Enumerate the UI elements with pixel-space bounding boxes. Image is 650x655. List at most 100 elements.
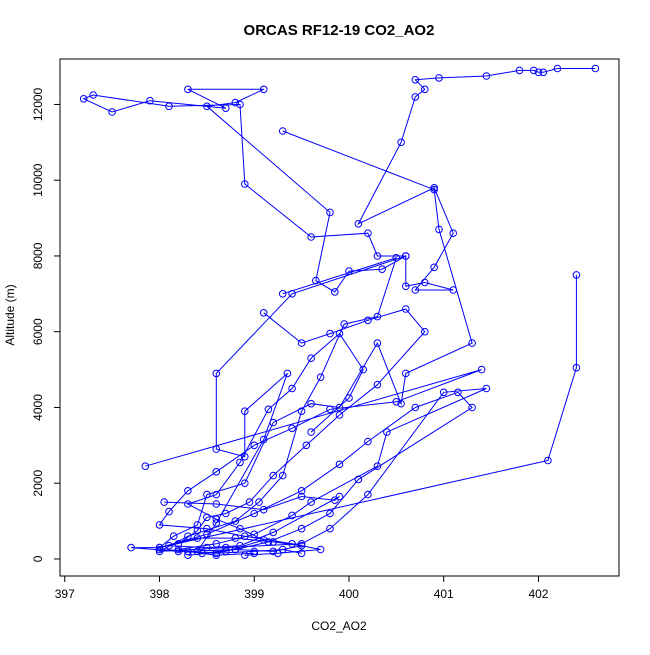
data-point <box>359 365 368 374</box>
data-point <box>468 403 476 412</box>
data-point <box>264 538 273 546</box>
data-point <box>269 418 278 427</box>
data-point <box>364 229 372 237</box>
data-point <box>297 549 306 558</box>
data-point <box>378 265 386 274</box>
data-point <box>383 428 391 436</box>
data-point <box>477 365 486 374</box>
x-axis: 397 398 399 400 401 402 <box>55 575 549 601</box>
data-point <box>193 547 202 556</box>
x-tick-label: 401 <box>434 587 454 601</box>
data-point <box>155 547 164 556</box>
x-tick-label: 397 <box>55 587 75 601</box>
data-point <box>288 384 296 393</box>
data-point <box>288 540 296 548</box>
data-point <box>169 532 178 541</box>
series-line <box>159 257 487 552</box>
data-point <box>184 85 192 94</box>
plot-points <box>79 64 600 560</box>
data-point <box>241 452 249 461</box>
data-point <box>241 479 249 488</box>
y-tick-label: 0 <box>31 555 45 562</box>
data-point <box>373 339 382 347</box>
data-point <box>89 91 97 99</box>
data-point <box>345 394 353 402</box>
x-tick-label: 402 <box>528 587 548 601</box>
data-point <box>435 225 443 234</box>
data-point <box>411 76 420 84</box>
series-line <box>159 274 577 554</box>
data-point <box>297 339 306 347</box>
data-point <box>79 95 88 103</box>
y-axis: 0 2000 4000 6000 8000 10000 12000 <box>31 87 61 562</box>
data-point <box>373 462 382 471</box>
data-point <box>534 68 543 77</box>
data-point <box>307 233 315 241</box>
data-point <box>278 127 287 135</box>
data-point <box>288 424 296 433</box>
data-point <box>250 549 258 558</box>
data-point <box>326 208 334 217</box>
data-point <box>345 267 353 275</box>
data-point <box>454 388 462 397</box>
plot-frame <box>59 58 620 577</box>
series-line <box>178 308 426 545</box>
data-point <box>354 475 363 484</box>
data-point <box>184 500 192 508</box>
data-point <box>174 540 183 548</box>
data-point <box>184 551 192 560</box>
data-point <box>174 547 183 556</box>
data-point <box>402 305 410 313</box>
x-tick-label: 398 <box>149 587 169 601</box>
data-point <box>269 471 278 480</box>
data-point <box>241 180 249 188</box>
data-point <box>184 547 192 556</box>
data-point <box>222 547 230 556</box>
data-point <box>250 547 258 556</box>
data-point <box>212 445 221 453</box>
data-point <box>421 278 429 287</box>
data-point <box>236 100 244 109</box>
data-point <box>307 354 315 363</box>
x-tick-label: 400 <box>339 587 359 601</box>
data-point <box>269 538 278 546</box>
data-point <box>482 384 491 393</box>
data-point <box>212 549 221 558</box>
data-point <box>236 458 244 467</box>
data-point <box>515 66 524 75</box>
data-point <box>326 509 334 518</box>
data-point <box>392 398 401 406</box>
data-point <box>335 492 344 501</box>
data-point <box>264 405 273 414</box>
data-point <box>572 271 581 279</box>
data-point <box>193 526 202 535</box>
data-point <box>373 252 382 260</box>
data-point <box>553 64 562 73</box>
data-point <box>364 316 372 325</box>
data-point <box>236 524 244 533</box>
data-point <box>430 185 439 194</box>
data-point <box>430 263 439 272</box>
data-point <box>340 320 349 328</box>
data-point <box>155 521 164 529</box>
data-point <box>250 441 258 450</box>
data-point <box>335 403 344 412</box>
data-point <box>255 498 263 506</box>
data-point <box>203 543 211 552</box>
data-point <box>212 519 221 527</box>
data-point <box>402 369 410 378</box>
data-point <box>193 521 202 529</box>
data-point <box>250 509 258 518</box>
y-tick-label: 4000 <box>31 394 45 421</box>
data-point <box>203 490 211 499</box>
data-point <box>245 498 254 506</box>
data-point <box>259 536 268 544</box>
data-point <box>274 549 282 558</box>
data-point <box>165 102 173 111</box>
data-point <box>411 403 420 412</box>
data-point <box>212 515 221 524</box>
data-point <box>316 545 325 554</box>
data-point <box>165 541 173 550</box>
data-point <box>288 290 296 298</box>
data-point <box>165 507 173 516</box>
